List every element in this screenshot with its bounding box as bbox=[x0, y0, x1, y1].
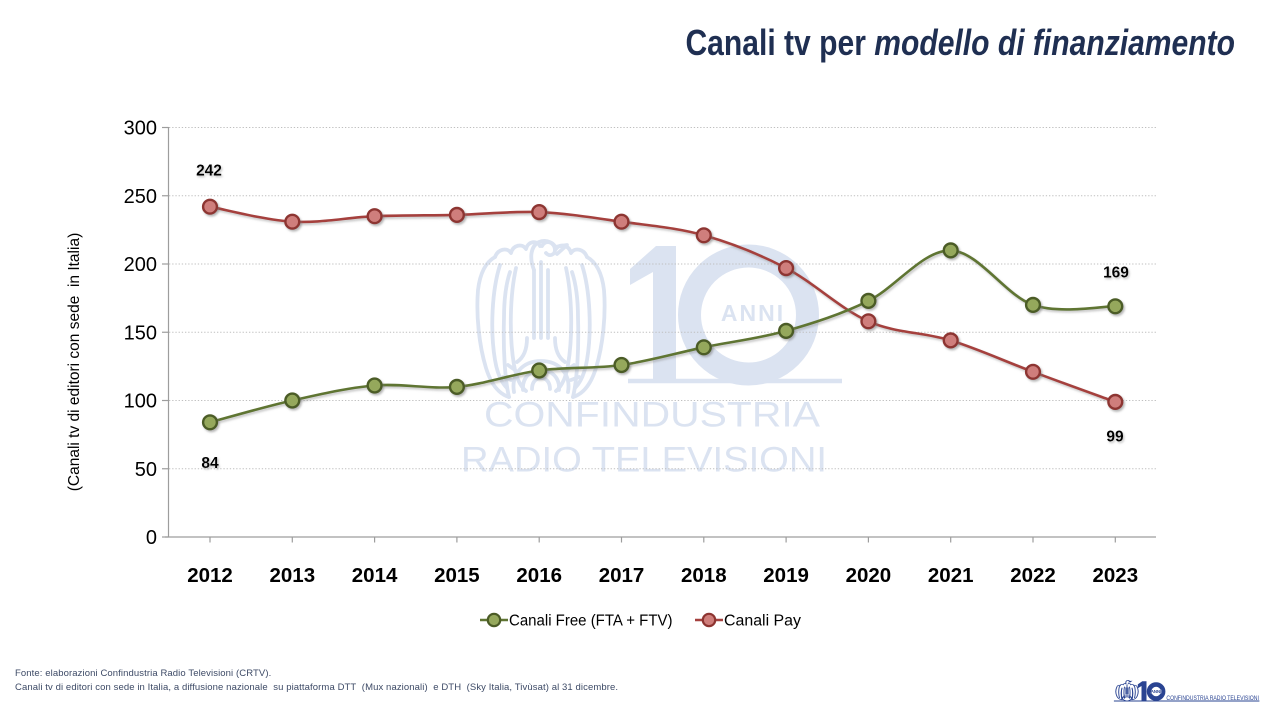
svg-text:RADIO TELEVISIONI: RADIO TELEVISIONI bbox=[461, 441, 827, 480]
svg-text:84: 84 bbox=[201, 455, 219, 472]
svg-text:0: 0 bbox=[146, 527, 157, 549]
svg-text:CONFINDUSTRIA RADIO TELEVISION: CONFINDUSTRIA RADIO TELEVISIONI bbox=[1166, 695, 1259, 702]
svg-text:169: 169 bbox=[1103, 265, 1129, 282]
svg-text:300: 300 bbox=[124, 118, 157, 140]
svg-text:2014: 2014 bbox=[352, 564, 398, 587]
svg-text:2019: 2019 bbox=[763, 564, 809, 587]
svg-text:ANNI: ANNI bbox=[721, 300, 785, 326]
svg-text:242: 242 bbox=[196, 163, 222, 180]
svg-text:CONFINDUSTRIA: CONFINDUSTRIA bbox=[484, 396, 821, 435]
svg-text:200: 200 bbox=[124, 254, 157, 276]
svg-text:2016: 2016 bbox=[516, 564, 562, 587]
svg-text:99: 99 bbox=[1106, 429, 1124, 446]
svg-text:Canali Free (FTA + FTV): Canali Free (FTA + FTV) bbox=[509, 613, 673, 630]
svg-text:2012: 2012 bbox=[187, 564, 233, 587]
svg-text:2021: 2021 bbox=[928, 564, 974, 587]
svg-text:Canali Pay: Canali Pay bbox=[724, 613, 801, 630]
svg-text:150: 150 bbox=[124, 322, 157, 344]
svg-text:2018: 2018 bbox=[681, 564, 727, 587]
svg-text:2017: 2017 bbox=[599, 564, 645, 587]
svg-text:50: 50 bbox=[135, 459, 157, 481]
svg-text:100: 100 bbox=[124, 391, 157, 413]
svg-text:2020: 2020 bbox=[846, 564, 892, 587]
svg-text:2015: 2015 bbox=[434, 564, 480, 587]
svg-text:2023: 2023 bbox=[1092, 564, 1138, 587]
svg-text:(Canali tv di editori con sede: (Canali tv di editori con sede in Italia… bbox=[66, 233, 83, 491]
svg-text:250: 250 bbox=[124, 186, 157, 208]
svg-text:2022: 2022 bbox=[1010, 564, 1056, 587]
svg-text:2013: 2013 bbox=[269, 564, 315, 587]
svg-text:ANNI: ANNI bbox=[1151, 689, 1162, 694]
